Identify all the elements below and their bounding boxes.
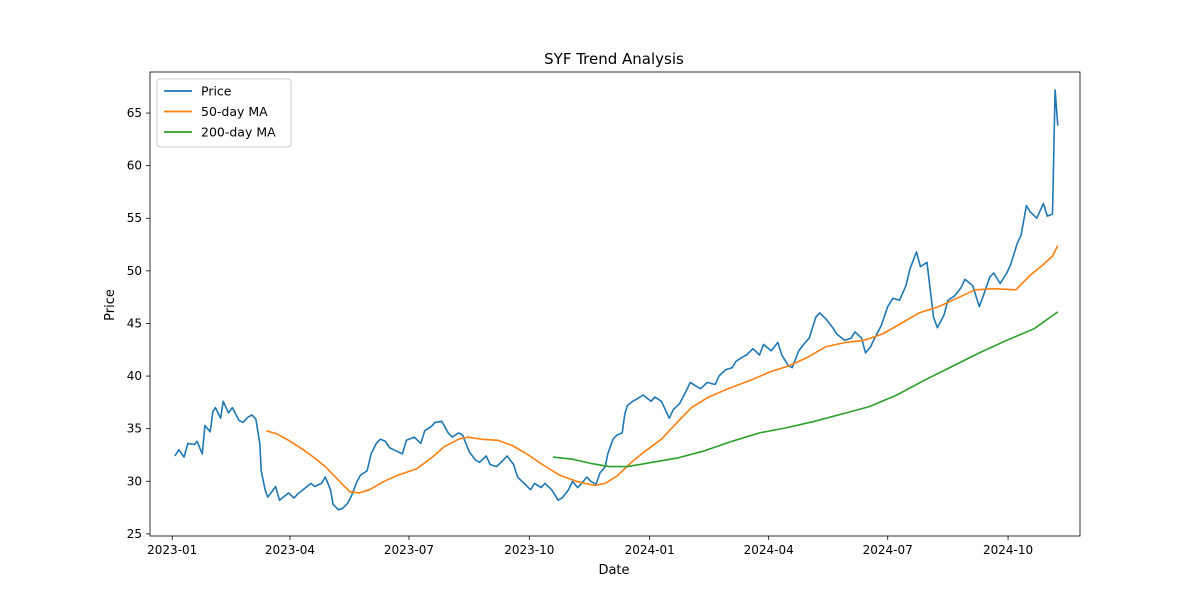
legend-box <box>156 78 292 148</box>
y-tick-label: 60 <box>127 159 142 173</box>
series-line-1 <box>174 89 1059 511</box>
x-axis-label: Date <box>598 563 629 578</box>
y-axis: 25 30 35 40 45 50 55 60 65 <box>127 106 150 541</box>
y-tick-label: 45 <box>127 316 142 330</box>
y-tick-label: 50 <box>127 264 142 278</box>
x-axis: 2023-01 2023-04 2023-07 2023-10 2024-01 2024-… <box>147 536 1033 557</box>
series-layer <box>174 89 1059 511</box>
x-tick-label: 2024-10 <box>983 543 1033 557</box>
y-tick-label: 55 <box>127 211 142 225</box>
series-line-3 <box>552 311 1059 468</box>
plot-frame <box>149 71 1081 537</box>
x-tick-label: 2024-04 <box>744 543 794 557</box>
x-tick-label: 2023-07 <box>384 543 434 557</box>
plot-area <box>149 71 1081 537</box>
y-axis-label: Price <box>103 289 118 321</box>
x-tick-label: 2023-10 <box>504 543 554 557</box>
x-tick-label: 2023-01 <box>147 543 197 557</box>
x-tick-label: 2023-04 <box>265 543 315 557</box>
y-tick-label: 30 <box>127 474 142 488</box>
series-line-2 <box>266 245 1059 494</box>
y-tick-label: 25 <box>127 527 142 541</box>
legend-label: Price <box>201 84 232 99</box>
legend-label: 50-day MA <box>201 104 268 119</box>
legend: Price 50-day MA 200-day MA <box>156 78 292 148</box>
x-tick-label: 2024-01 <box>625 543 675 557</box>
y-tick-label: 40 <box>127 369 142 383</box>
chart-title: SYF Trend Analysis <box>544 50 684 68</box>
x-tick-label: 2024-07 <box>863 543 913 557</box>
legend-label: 200-day MA <box>201 125 276 140</box>
y-tick-label: 35 <box>127 422 142 436</box>
y-tick-label: 65 <box>127 106 142 120</box>
